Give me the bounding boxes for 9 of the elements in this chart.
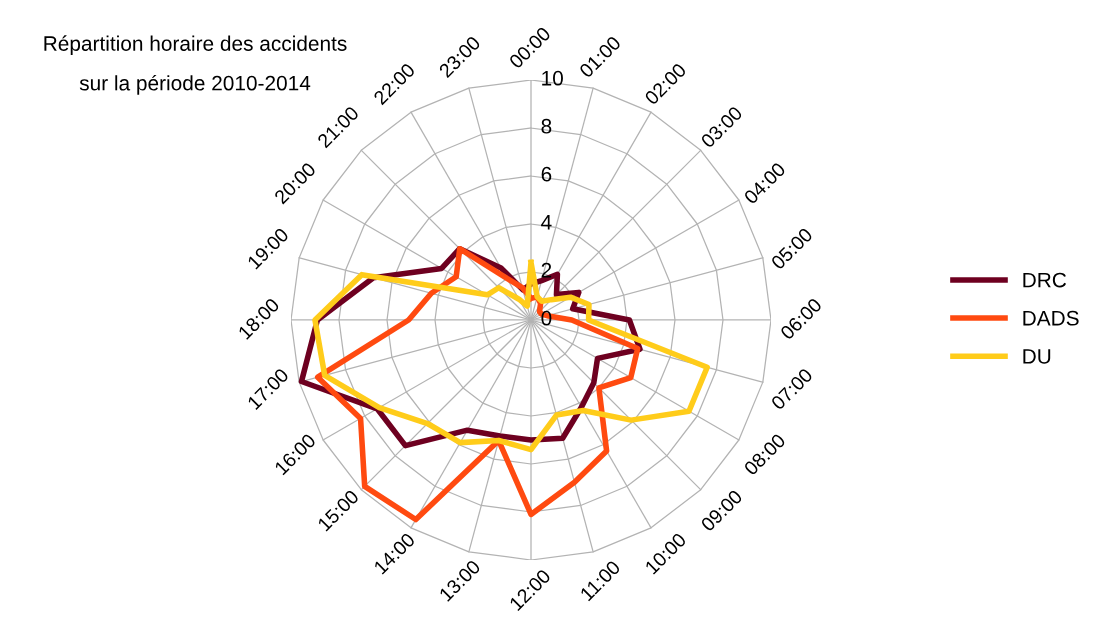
y-tick-label: 2 <box>541 262 552 278</box>
legend-label: DRC <box>1023 272 1067 288</box>
y-tick-label: 4 <box>541 215 552 230</box>
text: Répartition horaire des accidents sur la période 2010-2014 <box>44 35 347 95</box>
y-tick-label: 8 <box>541 118 552 134</box>
y-tick-label: 10 <box>542 70 563 86</box>
y-tick-label: 6 <box>541 166 552 182</box>
legend-label: DADS <box>1023 310 1079 326</box>
legend-label: DU <box>1023 349 1051 364</box>
